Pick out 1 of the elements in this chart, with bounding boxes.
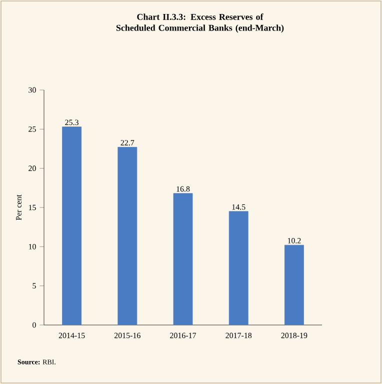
chart-title: Chart II.3.3: Excess Reserves of Scheduled Commercial Banks (end-March) xyxy=(116,14,284,33)
